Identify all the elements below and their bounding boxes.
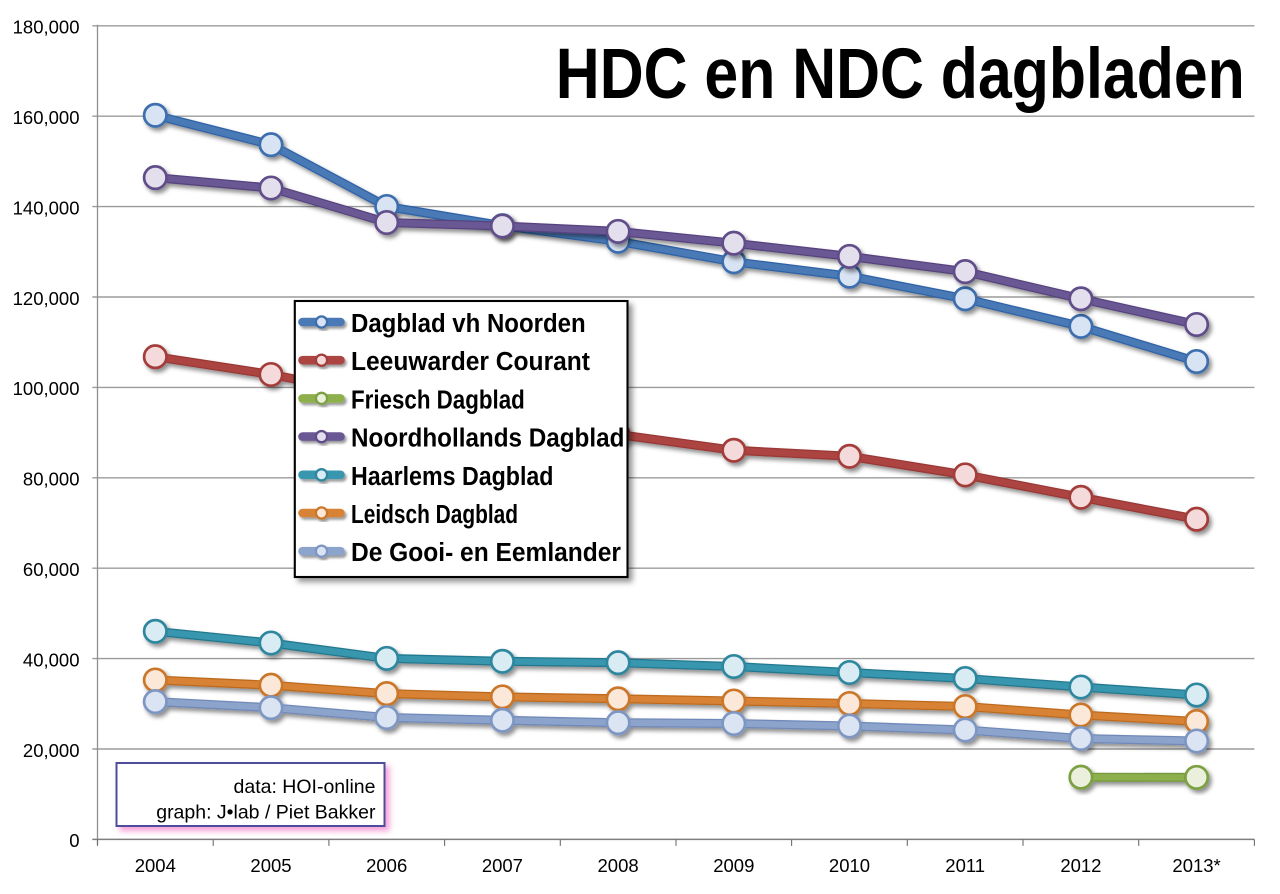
svg-text:2008: 2008 (598, 855, 639, 876)
svg-text:2004: 2004 (135, 855, 176, 876)
svg-text:180,000: 180,000 (13, 17, 80, 38)
svg-text:Friesch Dagblad: Friesch Dagblad (351, 384, 525, 414)
svg-text:HDC en NDC dagbladen: HDC en NDC dagbladen (556, 35, 1245, 114)
svg-text:Noordhollands Dagblad: Noordhollands Dagblad (351, 423, 624, 453)
svg-text:60,000: 60,000 (23, 559, 80, 580)
svg-text:80,000: 80,000 (23, 469, 80, 490)
svg-text:Leidsch Dagblad: Leidsch Dagblad (351, 499, 518, 529)
svg-text:2013*: 2013* (1172, 855, 1220, 876)
svg-text:20,000: 20,000 (23, 740, 80, 761)
svg-text:40,000: 40,000 (23, 649, 80, 670)
svg-text:2009: 2009 (713, 855, 754, 876)
svg-text:140,000: 140,000 (13, 197, 80, 218)
svg-text:2007: 2007 (482, 855, 523, 876)
svg-text:data: HOI-online: data: HOI-online (234, 776, 376, 798)
svg-text:2006: 2006 (366, 855, 407, 876)
svg-text:Leeuwarder Courant: Leeuwarder Courant (351, 346, 590, 376)
svg-text:2011: 2011 (945, 855, 985, 876)
svg-text:Haarlems Dagblad: Haarlems Dagblad (351, 461, 554, 491)
svg-text:2005: 2005 (250, 855, 291, 876)
svg-text:2012: 2012 (1060, 855, 1101, 876)
svg-text:120,000: 120,000 (13, 288, 80, 309)
svg-text:2010: 2010 (829, 855, 870, 876)
svg-text:graph: J•lab / Piet Bakker: graph: J•lab / Piet Bakker (156, 802, 376, 824)
svg-text:0: 0 (69, 830, 79, 851)
svg-text:160,000: 160,000 (13, 107, 80, 128)
svg-text:Dagblad vh Noorden: Dagblad vh Noorden (351, 308, 586, 338)
svg-text:De Gooi- en Eemlander: De Gooi- en Eemlander (351, 537, 621, 567)
svg-text:100,000: 100,000 (13, 378, 80, 399)
